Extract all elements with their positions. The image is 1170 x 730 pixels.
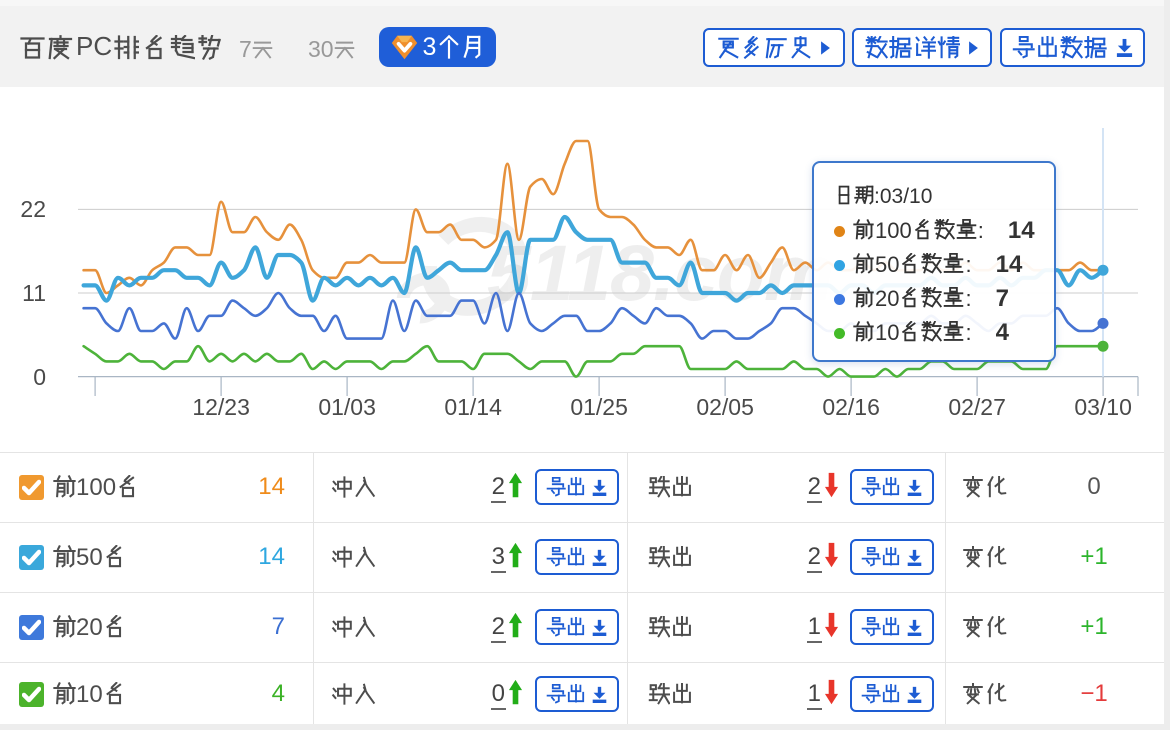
svg-text:01/14: 01/14: [444, 394, 502, 420]
svg-text:02/16: 02/16: [822, 394, 880, 420]
svg-text:02/27: 02/27: [948, 394, 1006, 420]
svg-text:5118.com: 5118.com: [487, 228, 833, 317]
svg-text:11: 11: [22, 280, 46, 306]
svg-text:22: 22: [20, 196, 46, 222]
svg-text:12/23: 12/23: [192, 394, 250, 420]
svg-text:02/05: 02/05: [696, 394, 754, 420]
svg-text:01/25: 01/25: [570, 394, 628, 420]
svg-text:03/10: 03/10: [1074, 394, 1132, 420]
svg-text:0: 0: [33, 364, 46, 390]
svg-text:01/03: 01/03: [318, 394, 376, 420]
